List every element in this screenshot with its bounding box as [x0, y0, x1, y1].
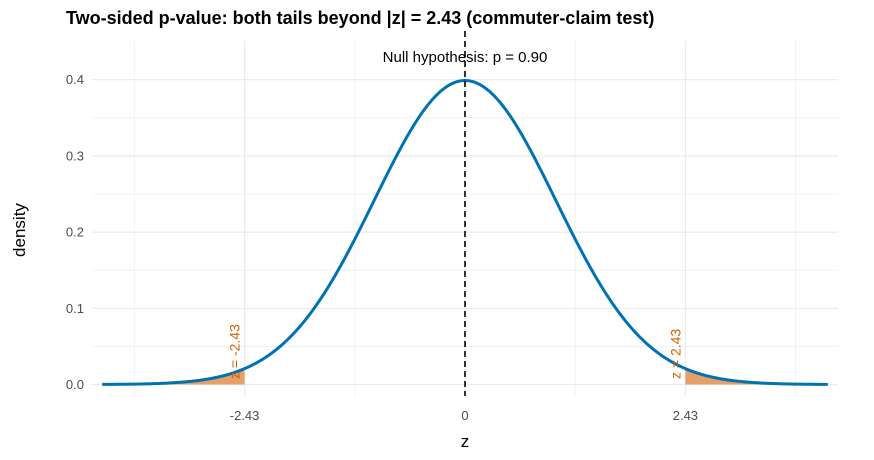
x-tick-label: -2.43: [230, 408, 260, 423]
chart-labels: 0.0 0.1 0.2 0.3 0.4 -2.43 0 2.43 Null hypothesis…: [66, 49, 698, 423]
chart-title: Two-sided p-value: both tails beyond |z|…: [66, 8, 654, 28]
right-critical-label: z = 2.43: [667, 329, 683, 379]
y-tick-label: 0.0: [66, 377, 84, 392]
y-tick-label: 0.1: [66, 301, 84, 316]
null-hypothesis-label: Null hypothesis: p = 0.90: [383, 49, 548, 66]
left-tail-area: [102, 368, 245, 385]
y-tick-label: 0.3: [66, 148, 84, 163]
right-tail-area: [685, 368, 828, 385]
x-axis-title: z: [461, 432, 470, 451]
density-curve: [102, 79, 828, 386]
x-tick-label: 2.43: [673, 408, 698, 423]
left-critical-label: z = -2.43: [227, 324, 243, 379]
y-tick-label: 0.2: [66, 225, 84, 240]
y-tick-label: 0.4: [66, 72, 84, 87]
tail-areas: [102, 368, 828, 385]
x-tick-label: 0: [461, 408, 468, 423]
y-axis-title: density: [10, 203, 29, 257]
density-curve-layer: [102, 79, 828, 386]
